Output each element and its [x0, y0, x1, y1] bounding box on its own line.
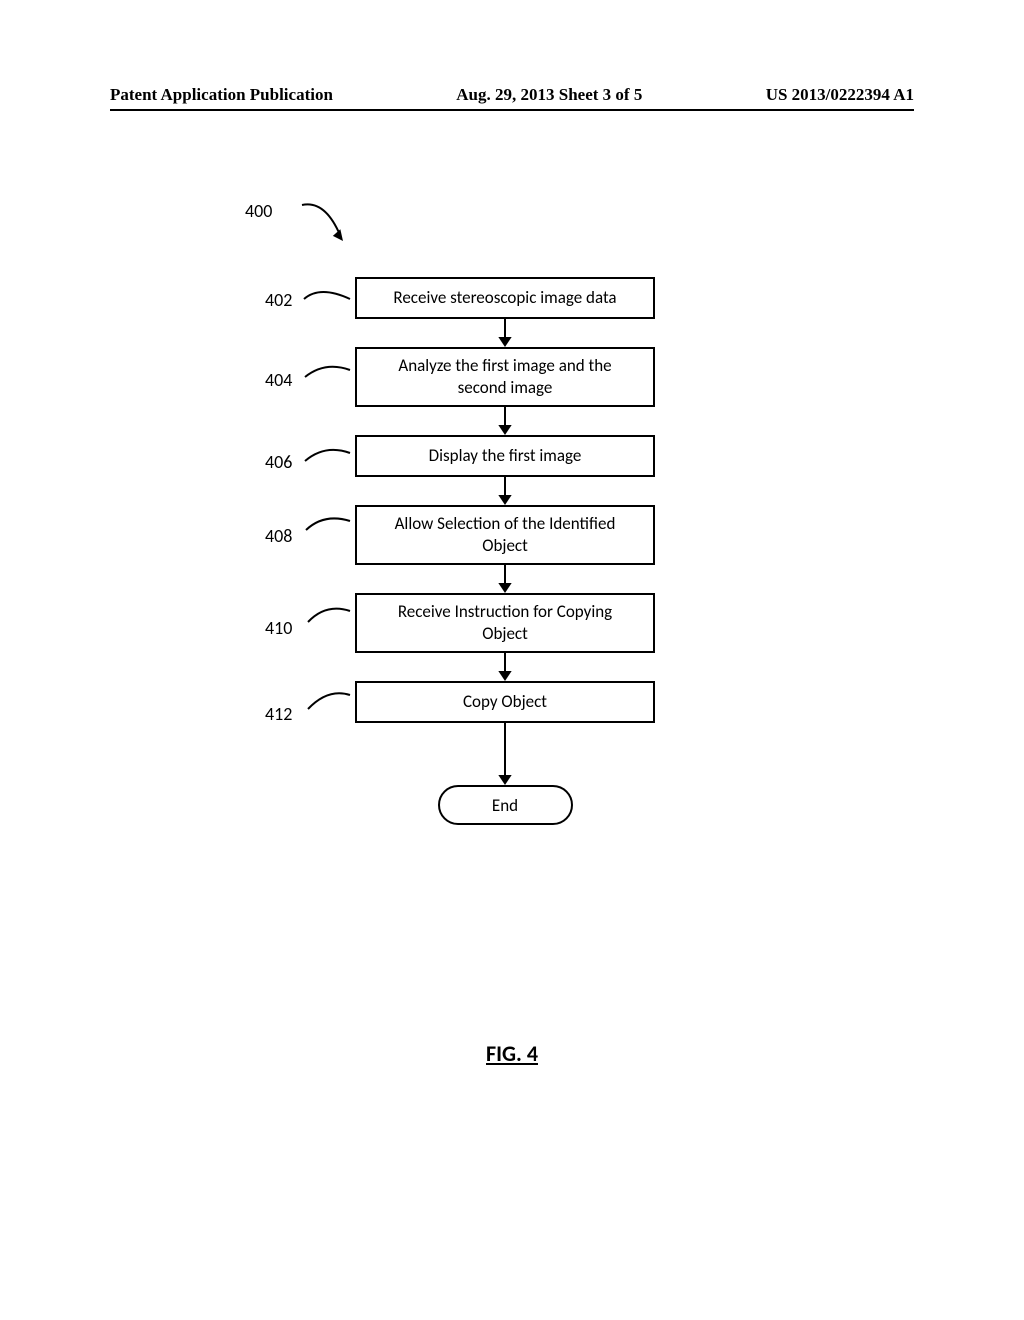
- flow-step-408: Allow Selection of the IdentifiedObject: [355, 505, 655, 565]
- flow-step-406: Display the first image: [355, 435, 655, 477]
- flow-step-text: Copy Object: [463, 691, 547, 713]
- flow-arrow: [495, 723, 515, 785]
- flow-step-text: Allow Selection of the Identified: [395, 513, 616, 535]
- flow-arrow: [495, 653, 515, 681]
- flow-step-text: Object: [482, 623, 528, 645]
- flow-step-402: Receive stereoscopic image data: [355, 277, 655, 319]
- flow-arrow: [495, 407, 515, 435]
- figure-label: FIG. 4: [486, 1040, 538, 1067]
- flow-step-404: Analyze the first image and thesecond im…: [355, 347, 655, 407]
- flow-step-text: Analyze the first image and the: [398, 355, 611, 377]
- flow-step-text: Display the first image: [429, 445, 582, 467]
- flow-arrow: [495, 477, 515, 505]
- flow-step-410: Receive Instruction for CopyingObject: [355, 593, 655, 653]
- flow-end: End: [438, 785, 573, 825]
- header-left: Patent Application Publication: [110, 85, 333, 105]
- flow-step-text: Receive Instruction for Copying: [398, 601, 612, 623]
- header-right: US 2013/0222394 A1: [766, 85, 914, 105]
- flow-arrow: [495, 565, 515, 593]
- page-header: Patent Application Publication Aug. 29, …: [110, 85, 914, 111]
- header-center: Aug. 29, 2013 Sheet 3 of 5: [456, 85, 642, 105]
- flow-step-text: second image: [458, 377, 553, 399]
- flow-step-412: Copy Object: [355, 681, 655, 723]
- flow-arrow: [495, 319, 515, 347]
- flow-step-text: Receive stereoscopic image data: [393, 287, 616, 309]
- flow-step-text: Object: [482, 535, 528, 557]
